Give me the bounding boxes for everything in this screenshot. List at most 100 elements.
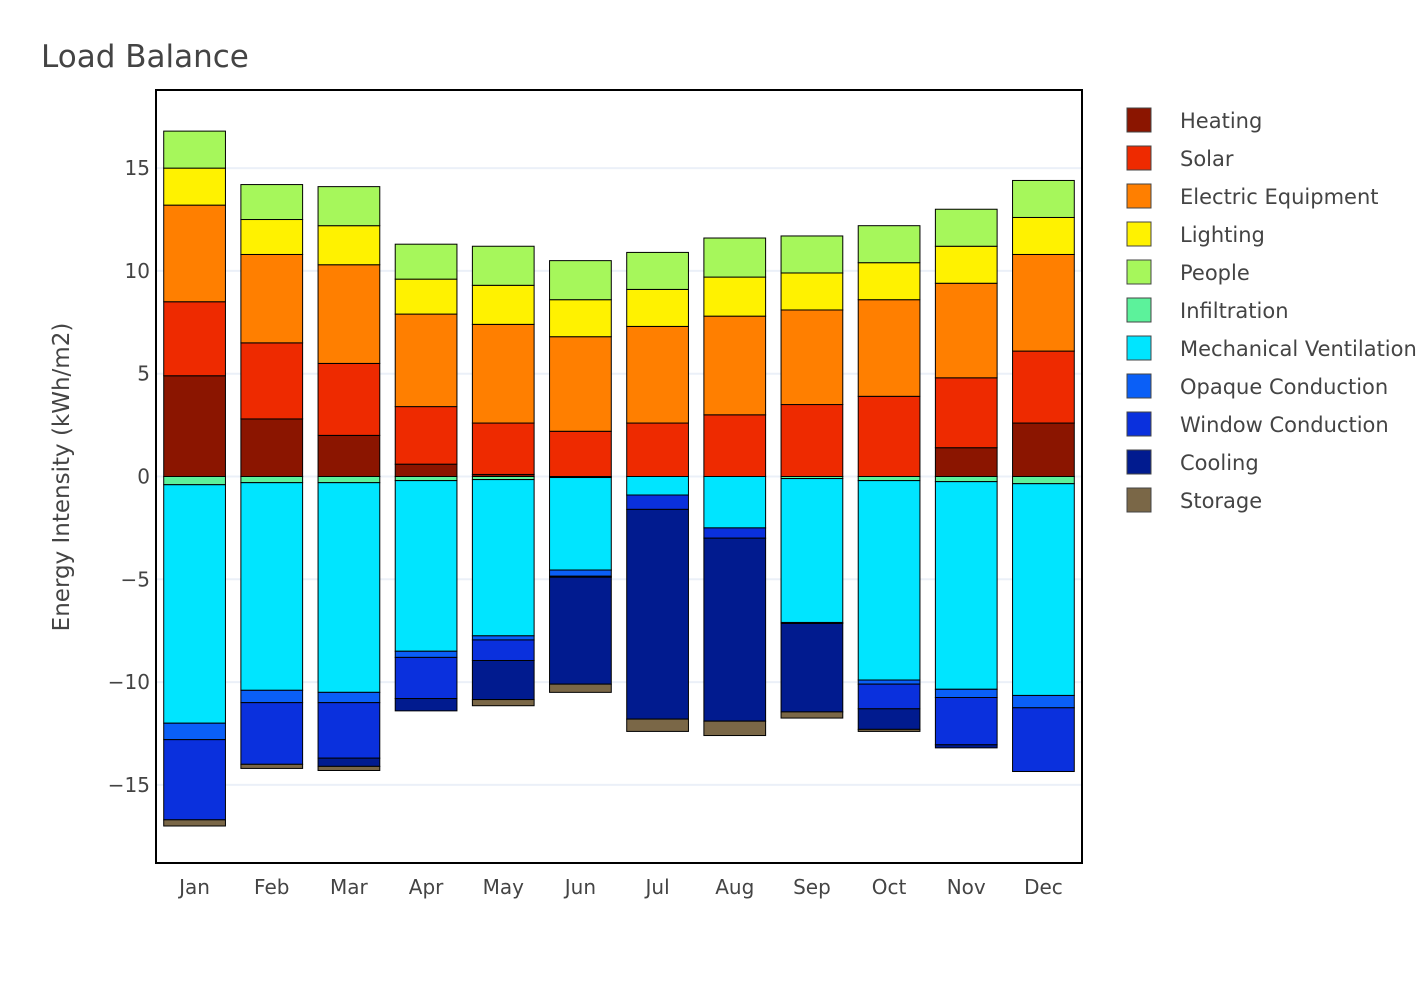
bar-segment — [471, 245, 535, 286]
bar-segment — [240, 342, 304, 420]
bar-segment — [1012, 350, 1075, 424]
legend-label: Solar — [1180, 147, 1234, 171]
bar-segment — [780, 478, 844, 623]
bar-segment — [471, 639, 535, 661]
bar-segment — [471, 422, 535, 475]
legend-label: Mechanical Ventilation — [1180, 337, 1417, 361]
y-tick-label: −5 — [121, 567, 150, 591]
bar-segment — [163, 204, 226, 303]
bar-segment — [317, 434, 381, 477]
bar-segment — [626, 718, 689, 732]
x-tick-label: Apr — [409, 875, 444, 899]
bar-segment — [857, 480, 921, 681]
bar-segment — [394, 698, 458, 712]
legend-label: Window Conduction — [1180, 413, 1389, 437]
bar-segment — [394, 463, 458, 477]
bar-segment — [857, 395, 921, 477]
legend-item[interactable]: Electric Equipment — [1126, 183, 1379, 209]
bar-segment — [703, 237, 767, 278]
legend-item[interactable]: Lighting — [1126, 221, 1265, 247]
bar-segment — [857, 683, 921, 710]
legend-item[interactable]: Cooling — [1126, 449, 1259, 475]
x-tick-label: Jul — [644, 875, 670, 899]
legend-item[interactable]: Storage — [1126, 487, 1262, 513]
y-tick-label: 15 — [125, 156, 150, 180]
y-tick-label: 10 — [125, 259, 150, 283]
legend-label: Opaque Conduction — [1180, 375, 1388, 399]
bar-segment — [703, 537, 767, 722]
bar-segment — [317, 757, 381, 767]
bar-segment — [549, 260, 612, 301]
y-tick-label: −15 — [108, 773, 150, 797]
bar-segment — [471, 635, 535, 641]
bar-segment — [317, 482, 381, 693]
bar-segment — [857, 679, 921, 685]
x-tick-label: Feb — [254, 875, 289, 899]
bar-segment — [934, 476, 998, 483]
legend-label: Cooling — [1180, 451, 1259, 475]
legend-item[interactable]: Heating — [1126, 107, 1262, 133]
bar-segment — [240, 253, 304, 344]
bar-segment — [317, 702, 381, 759]
bar-segment — [163, 375, 226, 478]
bar-segment — [934, 697, 998, 746]
legend-item[interactable]: People — [1126, 259, 1250, 285]
bar-segment — [549, 576, 612, 685]
legend-swatch — [1126, 259, 1152, 285]
legend-item[interactable]: Infiltration — [1126, 297, 1289, 323]
x-tick-label: Jan — [177, 875, 210, 899]
legend-label: Heating — [1180, 109, 1262, 133]
legend-label: People — [1180, 261, 1250, 285]
y-axis-title: Energy Intensity (kWh/m2) — [49, 323, 75, 632]
legend-swatch — [1126, 373, 1152, 399]
legend-item[interactable]: Window Conduction — [1126, 411, 1389, 437]
legend-label: Storage — [1180, 489, 1262, 513]
bar-segment — [857, 476, 921, 482]
legend-swatch — [1126, 297, 1152, 323]
legend-label: Lighting — [1180, 223, 1265, 247]
bar-segment — [703, 315, 767, 416]
bar-segment — [394, 278, 458, 315]
grid-lines — [157, 167, 1081, 786]
legend-swatch — [1126, 487, 1152, 513]
bar-segment — [1012, 253, 1075, 352]
legend-swatch — [1126, 411, 1152, 437]
bar-segment — [317, 186, 381, 227]
legend-item[interactable]: Solar — [1126, 145, 1234, 171]
bar-segment — [240, 219, 304, 255]
bar-segment — [394, 243, 458, 280]
bar-segment — [394, 650, 458, 658]
bar-segment — [626, 325, 689, 424]
bar-segment — [626, 422, 689, 478]
bar-segment — [934, 245, 998, 284]
bar-segment — [394, 476, 458, 482]
bar-segment — [240, 418, 304, 477]
bar-segment — [163, 301, 226, 377]
bar-segment — [780, 711, 844, 719]
bar-segment — [626, 476, 689, 496]
bar-segment — [780, 404, 844, 478]
bar-segment — [394, 656, 458, 700]
bar-segment — [240, 476, 304, 484]
bar-segment — [240, 763, 304, 769]
x-tick-label: May — [483, 875, 525, 899]
bar-segment — [317, 691, 381, 704]
bar-segment — [240, 689, 304, 704]
bar-segment — [1012, 476, 1075, 485]
bar-segment — [549, 477, 612, 571]
bar-segment — [394, 406, 458, 465]
legend[interactable]: Heating Solar Electric Equipment Lighting Pe… — [1126, 107, 1417, 513]
bar-segment — [471, 699, 535, 707]
x-tick-label: Oct — [872, 875, 907, 899]
bar-segment — [780, 235, 844, 274]
bar-segment — [1012, 483, 1075, 696]
legend-item[interactable]: Mechanical Ventilation — [1126, 335, 1417, 361]
bar-segment — [317, 362, 381, 436]
legend-swatch — [1126, 335, 1152, 361]
legend-item[interactable]: Opaque Conduction — [1126, 373, 1388, 399]
bar-segment — [857, 728, 921, 732]
bar-segment — [163, 722, 226, 741]
bar-segment — [394, 480, 458, 652]
bar-segment — [857, 708, 921, 730]
